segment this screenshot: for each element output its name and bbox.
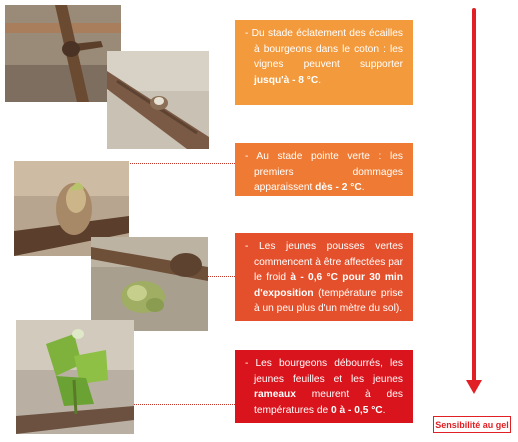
frost-sensitivity-arrow bbox=[472, 8, 476, 384]
photo-dormant-bud bbox=[5, 5, 121, 102]
stage-box-cotton: - Du stade éclatement des écailles à bou… bbox=[235, 20, 413, 105]
frost-sensitivity-label: Sensibilité au gel bbox=[433, 416, 511, 433]
photo-young-shoot bbox=[91, 237, 208, 331]
leader-line-3 bbox=[208, 276, 235, 277]
photo-cotton-bud bbox=[107, 51, 209, 149]
leader-line-4 bbox=[134, 404, 235, 405]
stage-box-budburst: - Les bourgeons débourrés, les jeunes fe… bbox=[235, 350, 413, 423]
stage-box-green-tip: - Au stade pointe verte : les premiers d… bbox=[235, 143, 413, 196]
stage-box-young-shoots: - Les jeunes pousses vertes commencent à… bbox=[235, 233, 413, 321]
stage-text: - Les bourgeons débourrés, les jeunes fe… bbox=[245, 358, 403, 416]
photo-unfolded-leaves bbox=[16, 320, 134, 434]
stage-text: - Les jeunes pousses vertes commencent à… bbox=[245, 241, 403, 314]
stage-text: - Du stade éclatement des écailles à bou… bbox=[245, 28, 403, 86]
arrow-down-icon bbox=[466, 380, 482, 394]
stage-text: - Au stade pointe verte : les premiers d… bbox=[245, 151, 403, 193]
leader-line-2 bbox=[130, 163, 235, 164]
